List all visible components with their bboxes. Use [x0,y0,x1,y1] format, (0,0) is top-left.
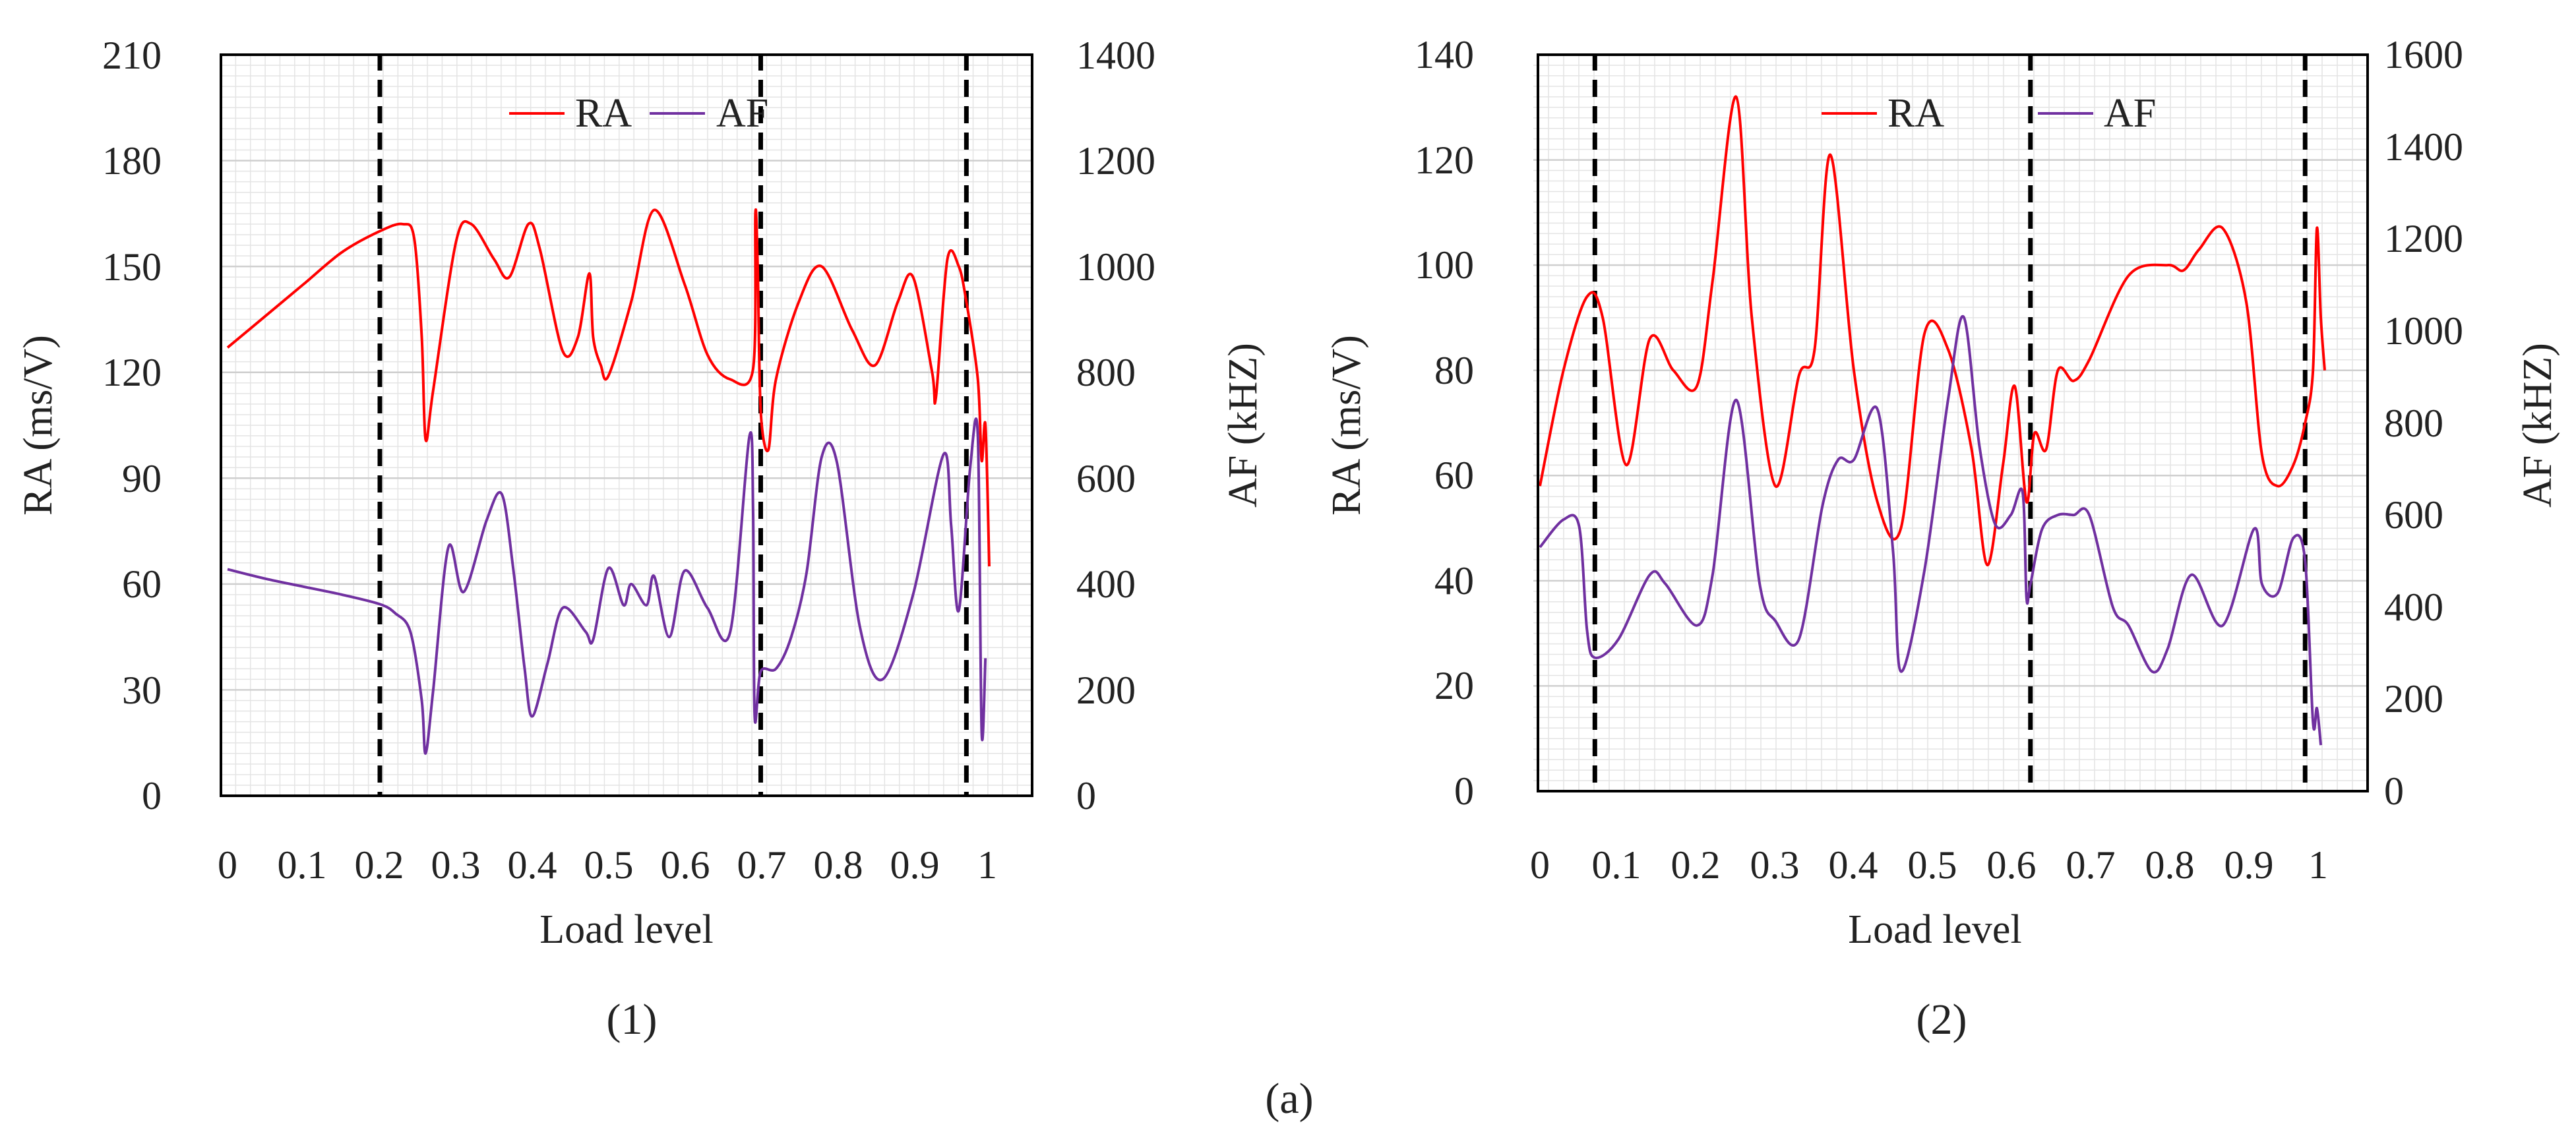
x-tick: 0.7 [2066,843,2116,887]
panel-2: 0 20 40 60 80 100 120 140 0 200 400 600 … [1324,33,2560,1044]
panel-1-label: (1) [607,996,658,1044]
y-right-tick: 400 [1076,562,1136,606]
series-line-ra [226,208,991,567]
panel-1-x-ticks: 0 0.1 0.2 0.3 0.4 0.5 0.6 0.7 0.8 0.9 1 [218,843,997,887]
legend-label-af: AF [716,91,768,136]
panel-1-y-right-axis-label: AF (kHZ) [1221,343,1266,508]
y-right-tick: 1200 [2384,217,2463,260]
x-tick: 0.3 [1750,843,1800,887]
y-left-tick: 180 [102,139,162,183]
y-right-tick: 1000 [2384,309,2463,353]
panel-1-y-right-ticks: 0 200 400 600 800 1000 1200 1400 [1076,34,1155,818]
y-left-tick: 40 [1434,559,1474,603]
y-left-tick: 20 [1434,664,1474,707]
y-left-tick: 0 [142,774,162,818]
y-right-tick: 1600 [2384,33,2463,76]
panel-1-series [226,208,991,755]
panel-1-plot-frame [220,53,1033,797]
y-right-tick: 1000 [1076,245,1155,289]
x-tick: 0.1 [278,843,327,887]
y-left-tick: 30 [122,669,162,712]
y-right-tick: 1200 [1076,139,1155,183]
legend-label-ra: RA [575,91,632,136]
legend-label-ra: RA [1887,91,1944,136]
series-line-af [1539,314,2323,746]
panel-2-dividers [1592,53,2308,791]
x-tick: 0.7 [737,843,787,887]
panel-1: 0 30 60 90 120 150 180 210 0 200 400 600… [16,34,1266,1044]
x-tick: 0.5 [1908,843,1957,887]
panel-1-dividers [377,53,969,796]
panel-2-grid [1533,55,2368,791]
y-left-tick: 80 [1434,349,1474,392]
x-tick: 0.9 [2224,843,2274,887]
y-left-tick: 100 [1415,243,1474,287]
y-right-tick: 0 [1076,774,1096,818]
y-left-tick: 60 [1434,454,1474,497]
x-tick: 0.5 [584,843,634,887]
panel-2-y-right-axis-label: AF (kHZ) [2515,343,2560,508]
x-tick: 0.6 [1987,843,2037,887]
x-tick: 0.3 [431,843,481,887]
y-left-tick: 150 [102,245,162,289]
x-tick: 0 [218,843,237,887]
y-right-tick: 200 [1076,669,1136,712]
panel-2-plot-frame [1537,53,2369,792]
figure-label: (a) [1265,1075,1313,1123]
y-left-tick: 120 [102,351,162,394]
panel-2-label: (2) [1917,996,1967,1044]
y-right-tick: 800 [1076,351,1136,394]
x-tick: 0.2 [1671,843,1721,887]
y-left-tick: 90 [122,457,162,500]
x-tick: 0 [1530,843,1550,887]
x-tick: 1 [2308,843,2328,887]
panel-1-x-axis-label: Load level [539,907,713,952]
panel-2-series [1539,95,2326,746]
x-tick: 0.1 [1592,843,1641,887]
panel-2-y-right-ticks: 0 200 400 600 800 1000 1200 1400 1600 [2384,33,2463,813]
panel-1-y-left-ticks: 0 30 60 90 120 150 180 210 [102,34,162,818]
panel-1-grid [221,55,1032,796]
x-tick: 0.4 [508,843,557,887]
y-left-tick: 0 [1454,769,1474,813]
series-line-af [227,417,987,755]
x-tick: 0.4 [1829,843,1878,887]
x-tick: 0.9 [890,843,940,887]
series-line-ra [1539,95,2326,566]
panel-2-x-ticks: 0 0.1 0.2 0.3 0.4 0.5 0.6 0.7 0.8 0.9 1 [1530,843,2328,887]
panel-2-y-left-ticks: 0 20 40 60 80 100 120 140 [1415,33,1474,813]
x-tick: 0.2 [355,843,404,887]
y-right-tick: 1400 [2384,125,2463,169]
panel-2-y-left-axis-label: RA (ms/V) [1324,335,1369,516]
y-left-tick: 140 [1415,33,1474,76]
y-right-tick: 600 [2384,493,2443,537]
y-right-tick: 400 [2384,585,2443,629]
x-tick: 0.8 [814,843,863,887]
y-right-tick: 800 [2384,402,2443,445]
y-right-tick: 0 [2384,769,2404,813]
y-right-tick: 600 [1076,457,1136,500]
x-tick: 1 [977,843,997,887]
y-right-tick: 200 [2384,677,2443,721]
panel-1-legend: RA AF [509,91,768,136]
panel-1-y-left-axis-label: RA (ms/V) [16,335,61,516]
y-right-tick: 1400 [1076,34,1155,77]
legend-label-af: AF [2104,91,2156,136]
y-left-tick: 210 [102,34,162,77]
panel-2-legend: RA AF [1822,91,2156,136]
y-left-tick: 60 [122,562,162,606]
x-tick: 0.6 [661,843,710,887]
panel-2-x-axis-label: Load level [1848,907,2021,952]
x-tick: 0.8 [2145,843,2195,887]
y-left-tick: 120 [1415,138,1474,182]
